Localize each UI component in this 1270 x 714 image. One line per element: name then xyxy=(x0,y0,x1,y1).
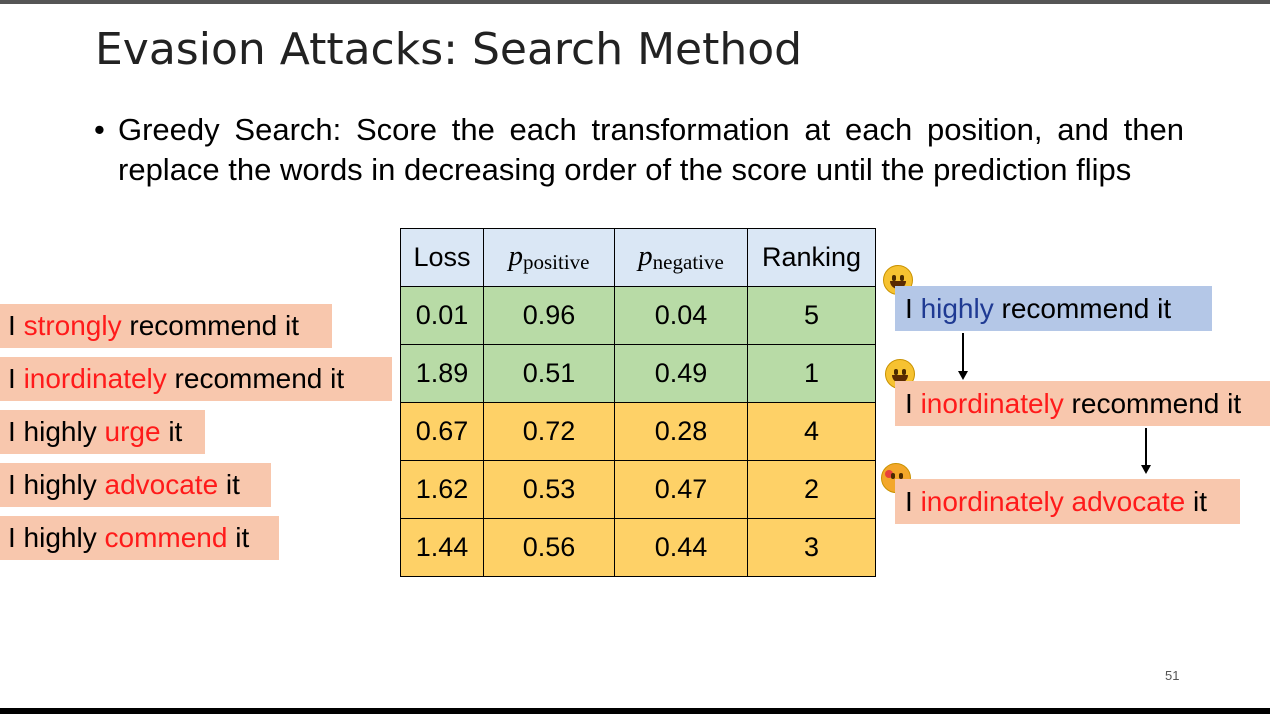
cell-ranking: 5 xyxy=(747,286,876,345)
table-row: 0.01 0.96 0.04 5 xyxy=(400,286,876,345)
cell-loss: 1.44 xyxy=(400,518,484,577)
header-positive-subscript: positive xyxy=(523,250,590,274)
substituted-word: inordinately xyxy=(920,388,1064,419)
cell-p-negative: 0.47 xyxy=(614,460,748,519)
cell-ranking: 1 xyxy=(747,344,876,403)
candidate-substituted-word: commend xyxy=(104,522,228,553)
candidate-prefix: I highly xyxy=(8,469,105,500)
cell-loss: 0.67 xyxy=(400,402,484,461)
arrow-down-icon xyxy=(1141,465,1151,474)
candidate-suffix: recommend it xyxy=(166,363,345,394)
cell-p-positive: 0.96 xyxy=(483,286,615,345)
final-sentence: I inordinately advocate it xyxy=(895,479,1240,524)
arrow-line xyxy=(962,333,964,371)
sentence-suffix: recommend it xyxy=(1063,388,1242,419)
candidate-item: I highly commend it xyxy=(0,516,279,560)
cell-loss: 1.89 xyxy=(400,344,484,403)
candidate-prefix: I highly xyxy=(8,522,105,553)
cell-p-positive: 0.72 xyxy=(483,402,615,461)
grinning-face-icon xyxy=(885,359,915,389)
cell-p-negative: 0.04 xyxy=(614,286,748,345)
candidate-suffix: it xyxy=(218,469,240,500)
cell-ranking: 2 xyxy=(747,460,876,519)
table-header-row: Loss ppositive pnegative Ranking xyxy=(400,228,876,287)
step-one-sentence: I inordinately recommend it xyxy=(895,381,1270,426)
sentence-prefix: I xyxy=(905,388,921,419)
cell-p-negative: 0.49 xyxy=(614,344,748,403)
cell-p-negative: 0.28 xyxy=(614,402,748,461)
cell-ranking: 3 xyxy=(747,518,876,577)
cell-ranking: 4 xyxy=(747,402,876,461)
header-p-negative: pnegative xyxy=(614,228,748,287)
cell-p-positive: 0.53 xyxy=(483,460,615,519)
cell-p-positive: 0.51 xyxy=(483,344,615,403)
candidate-suffix: it xyxy=(227,522,250,553)
candidate-suffix: it xyxy=(160,416,183,447)
candidate-item: I strongly recommend it xyxy=(0,304,332,348)
slide-title: Evasion Attacks: Search Method xyxy=(95,24,803,75)
candidate-item: I inordinately recommend it xyxy=(0,357,392,401)
bullet-dot: • xyxy=(94,112,105,147)
header-p-positive: ppositive xyxy=(483,228,615,287)
original-word: highly xyxy=(920,293,994,324)
candidate-item: I highly advocate it xyxy=(0,463,271,507)
header-p-symbol: p xyxy=(508,240,524,272)
cell-loss: 1.62 xyxy=(400,460,484,519)
cell-p-negative: 0.44 xyxy=(614,518,748,577)
candidate-substituted-word: urge xyxy=(104,416,161,447)
bottom-border xyxy=(0,708,1270,714)
candidate-suffix: recommend it xyxy=(121,310,300,341)
bullet-text: Greedy Search: Score the each transforma… xyxy=(118,112,1184,187)
arrow-down-icon xyxy=(958,371,968,380)
cell-loss: 0.01 xyxy=(400,286,484,345)
candidate-prefix: I highly xyxy=(8,416,105,447)
header-loss: Loss xyxy=(400,228,484,287)
sentence-suffix: it xyxy=(1185,486,1207,517)
candidate-item: I highly urge it xyxy=(0,410,205,454)
candidate-substituted-word: advocate xyxy=(104,469,219,500)
header-p-symbol: p xyxy=(638,240,653,272)
table-row: 1.89 0.51 0.49 1 xyxy=(400,344,876,403)
page-number: 51 xyxy=(1165,668,1180,683)
sentence-suffix: recommend it xyxy=(993,293,1172,324)
arrow-line xyxy=(1145,428,1147,465)
candidate-substituted-word: strongly xyxy=(23,310,122,341)
bullet-point: • Greedy Search: Score the each transfor… xyxy=(94,110,1184,190)
table-row: 1.44 0.56 0.44 3 xyxy=(400,518,876,577)
table-row: 1.62 0.53 0.47 2 xyxy=(400,460,876,519)
sentence-prefix: I xyxy=(905,486,921,517)
header-ranking: Ranking xyxy=(747,228,876,287)
header-negative-subscript: negative xyxy=(652,250,724,274)
candidate-substituted-word: inordinately xyxy=(23,363,167,394)
sentence-prefix: I xyxy=(905,293,921,324)
cell-p-positive: 0.56 xyxy=(483,518,615,577)
original-sentence: I highly recommend it xyxy=(895,286,1212,331)
score-table: Loss ppositive pnegative Ranking 0.01 0.… xyxy=(400,228,876,577)
substituted-words: inordinately advocate xyxy=(920,486,1186,517)
candidate-prefix: I xyxy=(8,363,24,394)
candidate-prefix: I xyxy=(8,310,24,341)
table-row: 0.67 0.72 0.28 4 xyxy=(400,402,876,461)
top-border xyxy=(0,0,1270,4)
